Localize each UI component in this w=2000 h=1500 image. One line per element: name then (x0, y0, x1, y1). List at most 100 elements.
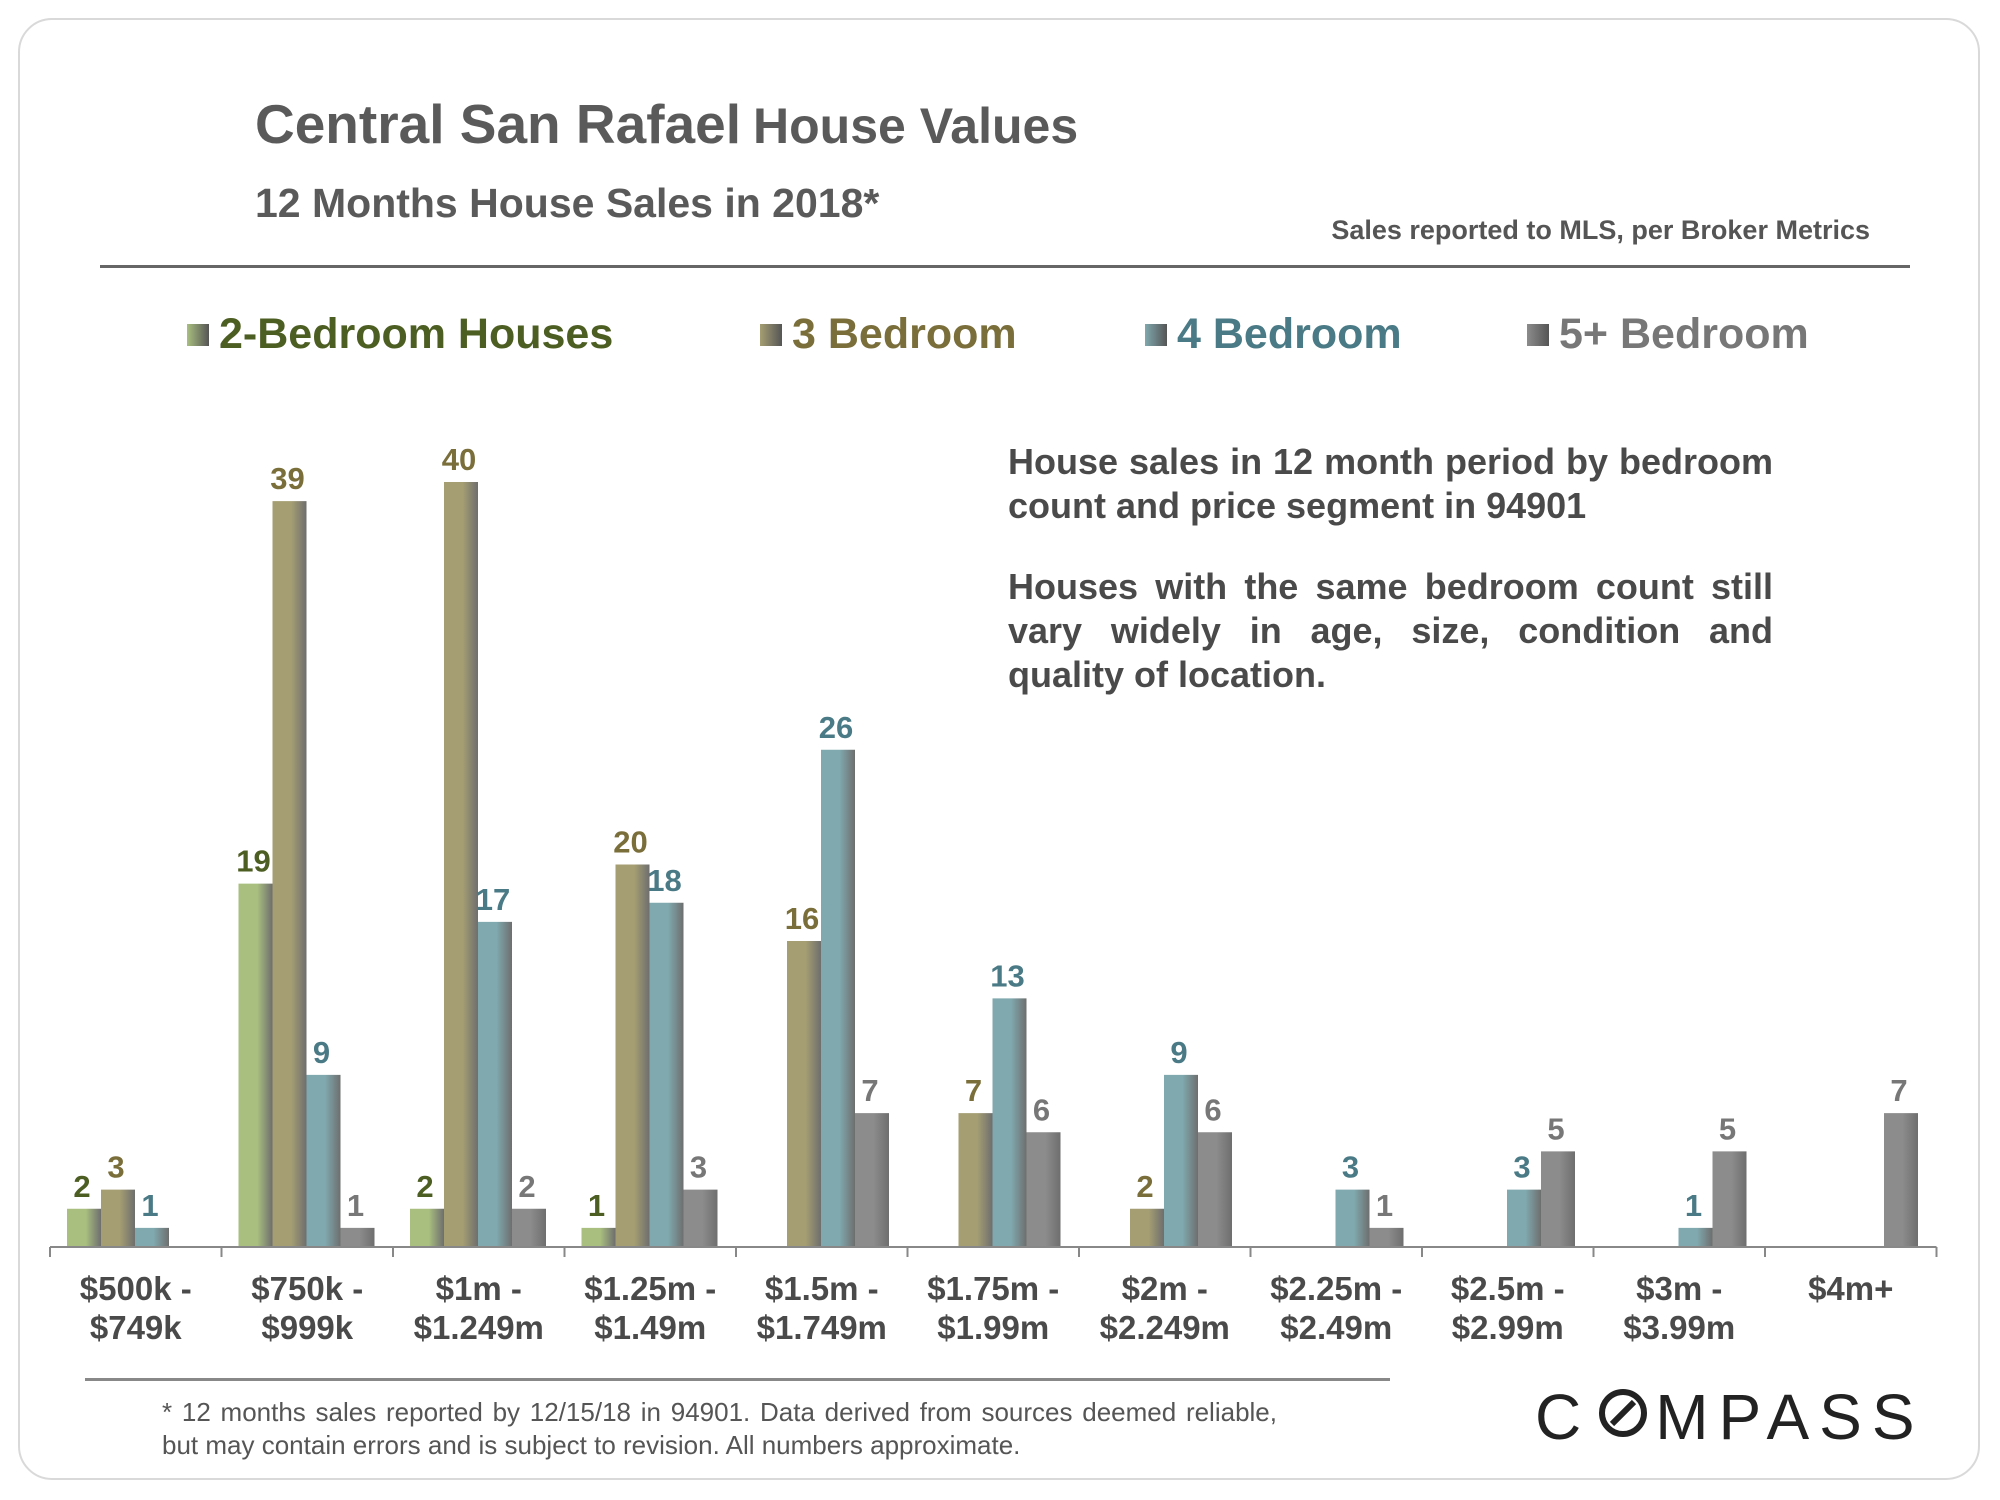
data-label-4-bedroom-5: 13 (990, 958, 1024, 993)
legend-swatch-5-bedroom (1527, 323, 1549, 346)
data-label-5-bedroom-4: 7 (861, 1073, 878, 1108)
bar-4-bedroom-4 (821, 749, 855, 1247)
bar-3-bedroom-0 (101, 1189, 135, 1247)
legend-swatch-4-bedroom (1145, 323, 1167, 346)
legend-label-5-bedroom: 5+ Bedroom (1559, 310, 1809, 358)
bar-4-bedroom-6 (1164, 1074, 1198, 1247)
source-note: Sales reported to MLS, per Broker Metric… (1331, 215, 1870, 245)
bar-5-bedroom-2 (512, 1208, 546, 1247)
compass-logo: C MPASS (1535, 1380, 1925, 1454)
bar-4-bedroom-5 (992, 998, 1027, 1247)
footnote: * 12 months sales reported by 12/15/18 i… (162, 1397, 1277, 1461)
data-label-4-bedroom-8: 3 (1513, 1150, 1530, 1185)
data-label-5-bedroom-8: 5 (1547, 1111, 1564, 1146)
logo-text-start: C (1535, 1381, 1592, 1453)
x-tick-label-8-0: $2.5m - (1451, 1270, 1565, 1307)
bar-2-bedroom-1 (238, 883, 273, 1247)
bar-4-bedroom-3 (649, 902, 684, 1247)
bar-3-bedroom-1 (272, 501, 307, 1247)
bar-5-bedroom-3 (683, 1189, 718, 1247)
x-tick-label-6-0: $2m - (1122, 1270, 1208, 1307)
bar-4-bedroom-0 (135, 1227, 169, 1247)
bar-3-bedroom-3 (615, 864, 650, 1247)
x-tick-label-3-1: $1.49m (594, 1309, 706, 1346)
chart-title: Central San Rafael House Values (255, 92, 1078, 156)
bar-3-bedroom-2 (444, 482, 478, 1247)
data-label-4-bedroom-7: 3 (1342, 1150, 1359, 1185)
x-tick-label-4-0: $1.5m - (765, 1270, 879, 1307)
data-label-5-bedroom-9: 5 (1719, 1111, 1736, 1146)
x-tick-label-2-0: $1m - (436, 1270, 522, 1307)
data-label-3-bedroom-0: 3 (107, 1150, 124, 1185)
data-label-5-bedroom-7: 1 (1376, 1188, 1393, 1223)
legend-item-4-bedroom: 4 Bedroom (1145, 310, 1402, 359)
data-label-4-bedroom-9: 1 (1685, 1188, 1702, 1223)
legend-label-2-bedroom: 2-Bedroom Houses (219, 310, 614, 358)
x-tick-label-8-1: $2.99m (1452, 1309, 1564, 1346)
legend-item-5-bedroom: 5+ Bedroom (1527, 310, 1809, 359)
title-rest: House Values (753, 98, 1079, 154)
header-divider (100, 265, 1910, 268)
data-label-4-bedroom-4: 26 (819, 710, 853, 745)
compass-o-mark-icon (1597, 1380, 1649, 1454)
data-label-4-bedroom-6: 9 (1170, 1035, 1187, 1070)
bar-5-bedroom-1 (340, 1227, 375, 1247)
bar-5-bedroom-9 (1712, 1151, 1747, 1247)
bar-5-bedroom-8 (1541, 1151, 1575, 1247)
x-tick-label-0-1: $749k (90, 1309, 182, 1346)
bar-3-bedroom-5 (958, 1113, 993, 1247)
legend-item-2-bedroom: 2-Bedroom Houses (187, 310, 613, 359)
x-tick-label-10-0: $4m+ (1808, 1270, 1893, 1307)
x-tick-label-9-1: $3.99m (1623, 1309, 1735, 1346)
bar-4-bedroom-9 (1678, 1227, 1713, 1247)
data-label-5-bedroom-10: 7 (1890, 1073, 1907, 1108)
data-label-3-bedroom-6: 2 (1136, 1169, 1153, 1204)
bar-4-bedroom-8 (1507, 1189, 1541, 1247)
legend-item-3-bedroom: 3 Bedroom (760, 310, 1017, 359)
x-tick-label-2-1: $1.249m (414, 1309, 544, 1346)
x-tick-label-5-1: $1.99m (937, 1309, 1049, 1346)
data-label-5-bedroom-6: 6 (1204, 1092, 1221, 1127)
bar-2-bedroom-3 (581, 1227, 616, 1247)
bar-3-bedroom-6 (1130, 1208, 1164, 1247)
bar-5-bedroom-4 (855, 1113, 889, 1247)
legend-swatch-2-bedroom (187, 323, 209, 346)
x-tick-label-3-0: $1.25m - (584, 1270, 716, 1307)
x-tick-label-1-0: $750k - (251, 1270, 363, 1307)
bar-4-bedroom-7 (1335, 1189, 1370, 1247)
x-tick-label-0-0: $500k - (80, 1270, 192, 1307)
data-label-4-bedroom-1: 9 (313, 1035, 330, 1070)
data-label-2-bedroom-1: 19 (236, 844, 270, 879)
bar-3-bedroom-4 (787, 941, 821, 1247)
data-label-2-bedroom-3: 1 (588, 1188, 605, 1223)
data-label-3-bedroom-4: 16 (785, 901, 819, 936)
data-label-3-bedroom-3: 20 (613, 825, 647, 860)
bar-4-bedroom-2 (478, 921, 512, 1247)
legend-label-4-bedroom: 4 Bedroom (1177, 310, 1402, 358)
x-tick-label-6-1: $2.249m (1100, 1309, 1230, 1346)
legend-label-3-bedroom: 3 Bedroom (792, 310, 1017, 358)
data-label-4-bedroom-0: 1 (141, 1188, 158, 1223)
x-tick-label-1-1: $999k (261, 1309, 353, 1346)
data-label-5-bedroom-5: 6 (1033, 1092, 1050, 1127)
data-label-4-bedroom-3: 18 (647, 863, 681, 898)
annotation-paragraph-2: Houses with the same bedroom count still… (1008, 566, 1773, 695)
bar-5-bedroom-10 (1884, 1113, 1918, 1247)
logo-text-end: MPASS (1655, 1381, 1925, 1453)
data-label-2-bedroom-0: 2 (73, 1169, 90, 1204)
data-label-5-bedroom-3: 3 (690, 1150, 707, 1185)
x-tick-label-4-1: $1.749m (757, 1309, 887, 1346)
data-label-5-bedroom-1: 1 (347, 1188, 364, 1223)
x-tick-label-9-0: $3m - (1636, 1270, 1722, 1307)
data-label-3-bedroom-1: 39 (270, 461, 304, 496)
x-tick-label-5-0: $1.75m - (927, 1270, 1059, 1307)
bar-2-bedroom-2 (410, 1208, 444, 1247)
x-tick-label-7-0: $2.25m - (1270, 1270, 1402, 1307)
chart-subtitle: 12 Months House Sales in 2018* (255, 180, 880, 226)
legend-swatch-3-bedroom (760, 323, 782, 346)
bar-5-bedroom-5 (1026, 1132, 1061, 1247)
slide-frame (18, 18, 1980, 1480)
data-label-5-bedroom-2: 2 (518, 1169, 535, 1204)
bar-5-bedroom-7 (1369, 1227, 1404, 1247)
